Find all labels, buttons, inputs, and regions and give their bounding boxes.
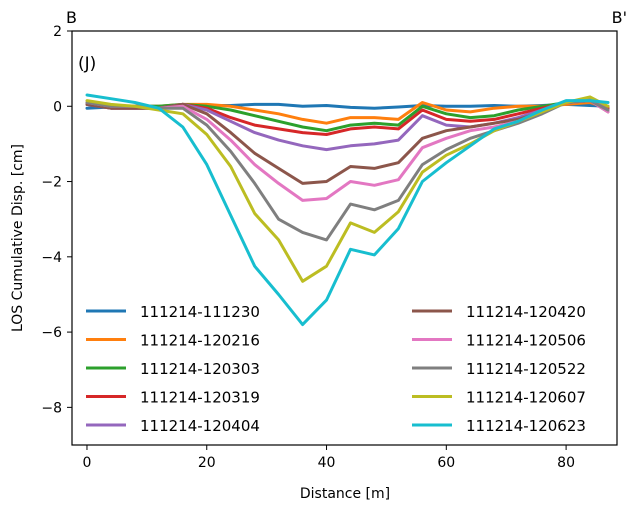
y-tick-label-0: 2 [53, 24, 62, 40]
y-axis-label: LOS Cumulative Disp. [cm] [10, 144, 26, 332]
legend: 111214-111230 111214-120216 111214-120303 1… [86, 303, 586, 435]
x-axis-label: Distance [m] [300, 486, 390, 502]
legend-label-3: 111214-120319 [140, 389, 260, 407]
y-tick-label-1: 0 [53, 99, 62, 115]
legend-label-5: 111214-120420 [466, 303, 586, 321]
y-tick-label-2: −2 [41, 175, 62, 191]
y-axis-ticks: 2 0 −2 −4 −6 −8 [41, 24, 72, 416]
series-lines [85, 93, 610, 327]
legend-label-9: 111214-120623 [466, 417, 586, 435]
panel-label: (J) [78, 54, 96, 74]
legend-label-1: 111214-120216 [140, 332, 260, 350]
x-tick-label-2: 40 [318, 455, 336, 471]
legend-label-8: 111214-120607 [466, 389, 586, 407]
legend-label-2: 111214-120303 [140, 360, 260, 378]
y-tick-label-3: −4 [41, 250, 62, 266]
x-tick-label-4: 80 [557, 455, 575, 471]
y-tick-label-5: −8 [41, 400, 62, 416]
series-line-7 [85, 99, 610, 242]
x-tick-label-1: 20 [198, 455, 216, 471]
plot-frame [71, 30, 618, 446]
legend-label-7: 111214-120522 [466, 360, 586, 378]
legend-label-0: 111214-111230 [140, 303, 260, 321]
x-axis-ticks: 0 20 40 60 80 [83, 445, 575, 471]
legend-label-6: 111214-120506 [466, 332, 586, 350]
corner-label-left: B [66, 8, 77, 27]
series-line-9 [85, 93, 610, 327]
corner-label-right: B' [612, 8, 627, 27]
y-tick-label-4: −6 [41, 325, 62, 341]
x-tick-label-3: 60 [437, 455, 455, 471]
x-tick-label-0: 0 [83, 455, 92, 471]
legend-label-4: 111214-120404 [140, 417, 260, 435]
